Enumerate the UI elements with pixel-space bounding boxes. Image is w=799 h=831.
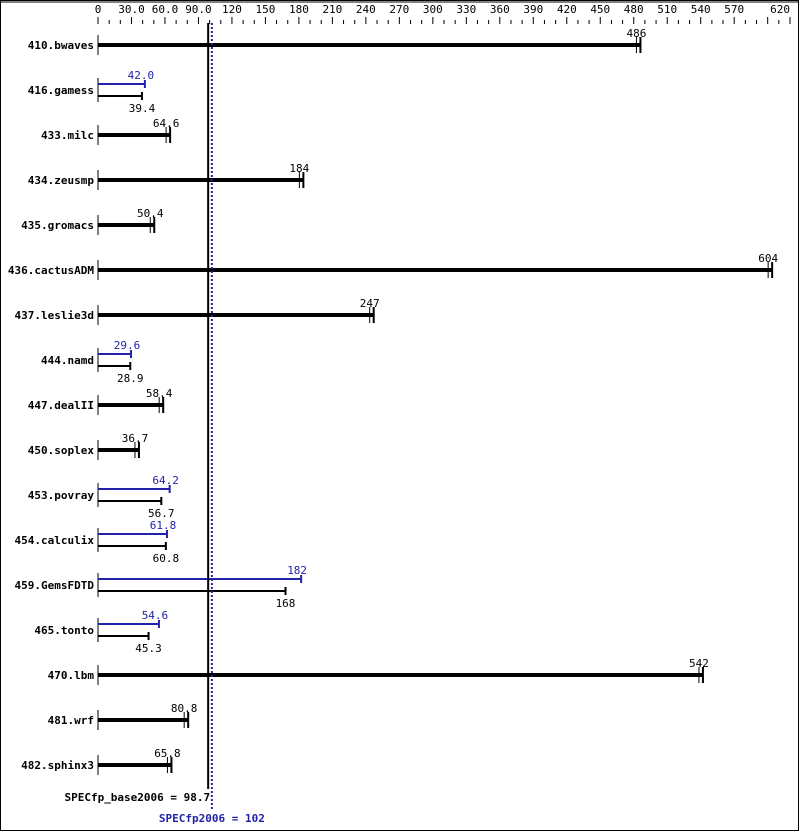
category-label: 416.gamess (28, 84, 94, 97)
tick-label: 210 (322, 3, 342, 16)
peak-value-label: 64.2 (152, 474, 179, 487)
tick-label: 390 (523, 3, 543, 16)
tick-label: 120 (222, 3, 242, 16)
peak-value-label: 42.0 (128, 69, 155, 82)
tick-label: 300 (423, 3, 443, 16)
tick-label: 270 (389, 3, 409, 16)
category-label: 435.gromacs (21, 219, 94, 232)
value-label: 486 (627, 27, 647, 40)
value-label: 64.6 (153, 117, 180, 130)
value-label: 65.8 (154, 747, 181, 760)
category-label: 410.bwaves (28, 39, 94, 52)
category-label: 465.tonto (34, 624, 94, 637)
value-label: 247 (360, 297, 380, 310)
tick-label: 510 (657, 3, 677, 16)
tick-label: 450 (590, 3, 610, 16)
value-label: 80.8 (171, 702, 198, 715)
peak-reference-label: SPECfp2006 = 102 (159, 812, 265, 825)
tick-label: 150 (255, 3, 275, 16)
value-label: 542 (689, 657, 709, 670)
tick-label: 240 (356, 3, 376, 16)
category-label: 453.povray (28, 489, 95, 502)
base-value-label: 39.4 (129, 102, 156, 115)
value-label: 604 (758, 252, 778, 265)
category-label: 436.cactusADM (8, 264, 94, 277)
base-value-label: 28.9 (117, 372, 144, 385)
category-label: 433.milc (41, 129, 94, 142)
tick-label: 30.0 (118, 3, 145, 16)
tick-label: 0 (95, 3, 102, 16)
category-label: 444.namd (41, 354, 94, 367)
category-label: 434.zeusmp (28, 174, 95, 187)
category-label: 470.lbm (48, 669, 95, 682)
category-label: 450.soplex (28, 444, 95, 457)
value-label: 184 (289, 162, 309, 175)
tick-label: 60.0 (152, 3, 179, 16)
value-label: 50.4 (137, 207, 164, 220)
base-value-label: 45.3 (135, 642, 162, 655)
tick-label: 540 (691, 3, 711, 16)
category-label: 459.GemsFDTD (15, 579, 95, 592)
tick-label: 180 (289, 3, 309, 16)
tick-label: 570 (724, 3, 744, 16)
tick-label: 330 (456, 3, 476, 16)
tick-label: 360 (490, 3, 510, 16)
category-label: 482.sphinx3 (21, 759, 94, 772)
tick-label: 620 (770, 3, 790, 16)
base-value-label: 168 (276, 597, 296, 610)
category-label: 454.calculix (15, 534, 95, 547)
value-label: 58.4 (146, 387, 173, 400)
base-reference-label: SPECfp_base2006 = 98.7 (64, 791, 210, 804)
peak-value-label: 61.8 (150, 519, 177, 532)
category-label: 437.leslie3d (15, 309, 94, 322)
category-label: 481.wrf (48, 714, 94, 727)
category-label: 447.dealII (28, 399, 94, 412)
base-value-label: 60.8 (153, 552, 180, 565)
base-value-label: 56.7 (148, 507, 175, 520)
peak-value-label: 54.6 (142, 609, 169, 622)
tick-label: 480 (624, 3, 644, 16)
tick-label: 420 (557, 3, 577, 16)
peak-value-label: 29.6 (114, 339, 141, 352)
peak-value-label: 182 (287, 564, 307, 577)
tick-label: 90.0 (185, 3, 212, 16)
value-label: 36.7 (122, 432, 149, 445)
